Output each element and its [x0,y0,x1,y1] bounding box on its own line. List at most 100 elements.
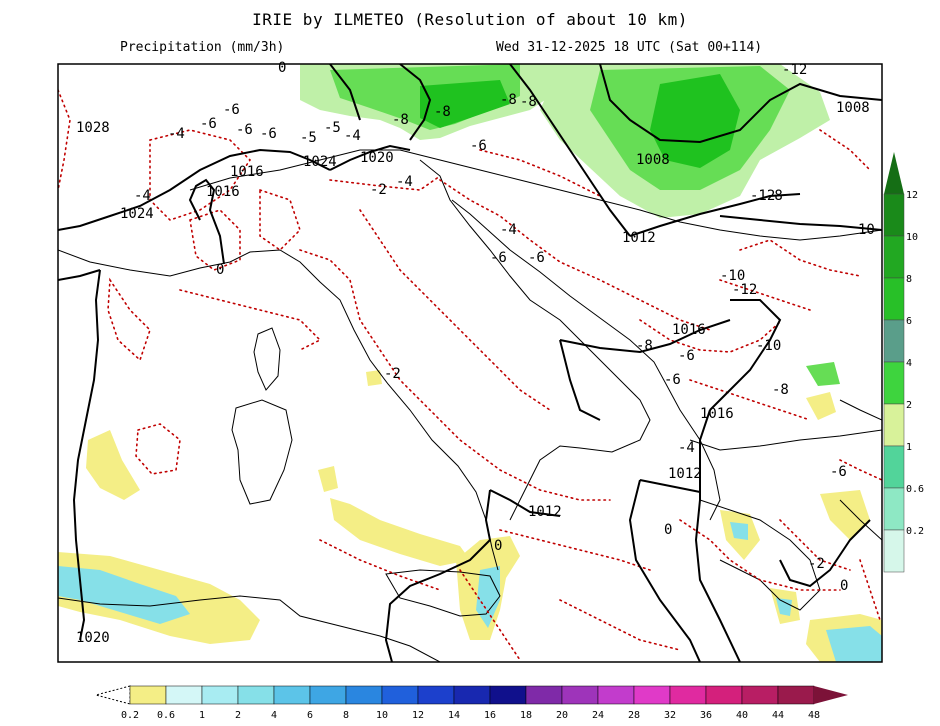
scale-swatch [669,685,707,705]
scale-arrow-low [94,685,131,705]
scale-swatch [633,685,671,705]
precip-area-northeast-max [650,74,740,168]
scale-swatch [525,685,563,705]
isobar-label: 1024 [303,154,337,170]
temp-label: -10 [720,268,745,284]
side-scale-arrow [884,152,904,194]
temp-label: -2 [384,366,401,382]
scale-swatch [237,685,275,705]
scale-label: 10 [376,710,388,721]
scale-label: 0.6 [157,710,175,721]
side-color-scale: 12 10 8 6 4 2 1 0.6 0.2 [883,152,924,573]
scale-arrow-high [814,686,848,704]
scale-swatch [489,685,527,705]
scale-label: 12 [412,710,424,721]
side-scale-label: 10 [906,232,918,243]
isobar-labels: 1028 1024 1024 1020 1016 1016 1012 1016 … [76,100,875,646]
temp-label: -4 [678,440,695,456]
side-scale-label: 1 [906,442,912,453]
scale-label: 24 [592,710,604,721]
map-title: IRIE by ILMETEO (Resolution of about 10 … [252,10,688,29]
temp-label: 0 [278,60,286,76]
scale-swatch [453,685,491,705]
map-frame [57,63,883,663]
isobar-label: 1016 [206,184,240,200]
scale-label: 18 [520,710,532,721]
temp-label: -6 [528,250,545,266]
temp-label: -4 [344,128,361,144]
scale-label: 6 [307,710,313,721]
side-scale-swatch [883,529,905,573]
side-scale-swatch [883,319,905,363]
scale-label: 16 [484,710,496,721]
variable-label: Precipitation (mm/3h) [120,40,285,55]
temp-label: 0 [664,522,672,538]
temp-label: -6 [223,102,240,118]
isobar-label: 10 [858,222,875,238]
temp-label: -4 [500,222,517,238]
isobar-label: 1020 [76,630,110,646]
isobar-label: 1016 [230,164,264,180]
scale-label: 0.2 [121,710,139,721]
temp-label: -8 [392,112,409,128]
scale-label: 36 [700,710,712,721]
scale-label: 4 [271,710,277,721]
scale-swatch [381,685,419,705]
scale-swatch [741,685,779,705]
temp-label: -4 [134,188,151,204]
side-scale-swatch [883,235,905,279]
scale-label: 48 [808,710,820,721]
isobar-label: 1012 [668,466,702,482]
temp-label: -12 [782,62,807,78]
scale-swatch [561,685,599,705]
side-scale-swatch [883,193,905,237]
scale-swatch [345,685,383,705]
isobar-label: 1028 [76,120,110,136]
scale-swatch [309,685,347,705]
scale-swatch [201,685,239,705]
scale-label: 28 [628,710,640,721]
scale-swatch [777,685,815,705]
scale-label: 14 [448,710,460,721]
temperature-contours [58,89,882,661]
scale-swatch [597,685,635,705]
temp-label: -5 [324,120,341,136]
side-scale-swatch [883,445,905,489]
scale-label: 40 [736,710,748,721]
isobar-label: 1016 [700,406,734,422]
isobar-label: 1012 [622,230,656,246]
isobar-label: 1024 [120,206,154,222]
scale-swatch [273,685,311,705]
side-scale-label: 2 [906,400,912,411]
isobar-label: 1008 [836,100,870,116]
scale-swatch [165,685,203,705]
side-scale-swatch [883,487,905,531]
temp-label: -8 [434,104,451,120]
temp-label: -6 [470,138,487,154]
precip-color-scale: 0.2 0.6 1 2 4 6 8 10 12 14 16 18 20 24 28 32 36 40 44 48 [94,685,848,721]
side-scale-label: 12 [906,190,918,201]
side-scale-label: 4 [906,358,912,369]
scale-label: 44 [772,710,784,721]
side-scale-swatch [883,277,905,321]
temp-label: -8 [766,188,783,204]
isobar-label: 1012 [528,504,562,520]
run-info-label: Wed 31-12-2025 18 UTC (Sat 00+114) [496,40,763,55]
isobar-label: 1020 [360,150,394,166]
side-scale-swatch [883,361,905,405]
temp-label: -6 [260,126,277,142]
temp-label: -8 [636,338,653,354]
temp-label: -6 [664,372,681,388]
temp-label: -6 [236,122,253,138]
temp-label: -6 [678,348,695,364]
temp-label: -6 [830,464,847,480]
scale-label: 1 [199,710,205,721]
side-scale-label: 6 [906,316,912,327]
side-scale-label: 8 [906,274,912,285]
temp-label: -8 [500,92,517,108]
temp-label: -8 [520,94,537,110]
isobars [58,64,882,662]
temperature-labels: -6 -4 -6 -6 -6 -4 -5 -5 -8 -8 -8 -8 -6 -… [134,60,848,594]
temp-label: -4 [396,174,413,190]
